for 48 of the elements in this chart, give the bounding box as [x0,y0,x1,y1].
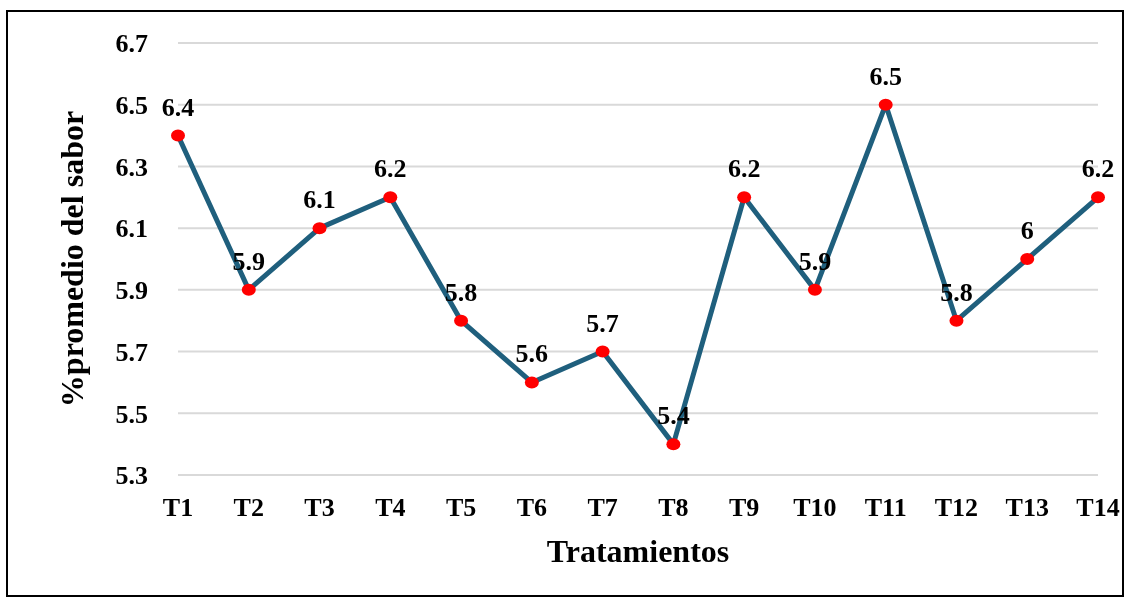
y-tick-label: 6.7 [115,29,148,59]
y-tick-label: 6.3 [115,152,148,182]
y-tick-label: 5.5 [115,399,148,429]
point [1020,253,1035,265]
x-tick-label: T5 [445,493,477,523]
data-label: 5.8 [444,277,478,307]
point [1091,191,1105,204]
x-tick-label: T4 [375,493,406,523]
x-axis-title: Tratamientos [546,533,730,569]
point [241,283,256,296]
data-label: 5.6 [515,339,549,369]
x-tick-label: T8 [658,493,689,523]
x-tick-label: T12 [934,493,979,523]
x-tick-label: T2 [233,493,264,523]
data-label: 5.7 [586,308,619,338]
x-tick-label: T1 [162,493,194,523]
data-label: 6.1 [303,185,336,215]
x-tick-label: T11 [864,493,907,523]
point [524,376,539,389]
y-axis-title: %promedio del sabor [54,110,90,408]
point [807,283,822,296]
x-tick-label: T13 [1005,493,1049,523]
y-tick-label: 6.1 [115,214,148,244]
x-tick-label: T7 [587,493,618,523]
x-tick-label: T9 [728,493,760,523]
point [454,314,469,327]
y-tick-label: 5.9 [115,276,148,306]
x-tick-label: T14 [1076,493,1120,523]
point [666,438,681,451]
y-tick-label: 5.7 [115,337,148,367]
data-label: 6.2 [374,154,407,184]
point [949,314,964,327]
y-tick-label: 6.5 [115,90,148,120]
point [878,98,893,111]
point [595,345,610,358]
x-tick-label: T10 [793,493,837,523]
data-label: 6.2 [727,154,761,184]
data-label: 6.2 [1081,154,1115,184]
point [737,191,752,204]
data-label: 6.4 [161,92,195,122]
point [171,129,185,142]
y-tick-label: 5.3 [115,461,148,491]
x-tick-label: T6 [516,493,548,523]
point [312,222,327,235]
data-label: 6.5 [869,61,902,91]
data-label: 6 [1020,216,1034,245]
x-tick-label: T3 [304,493,335,523]
point [383,191,398,204]
